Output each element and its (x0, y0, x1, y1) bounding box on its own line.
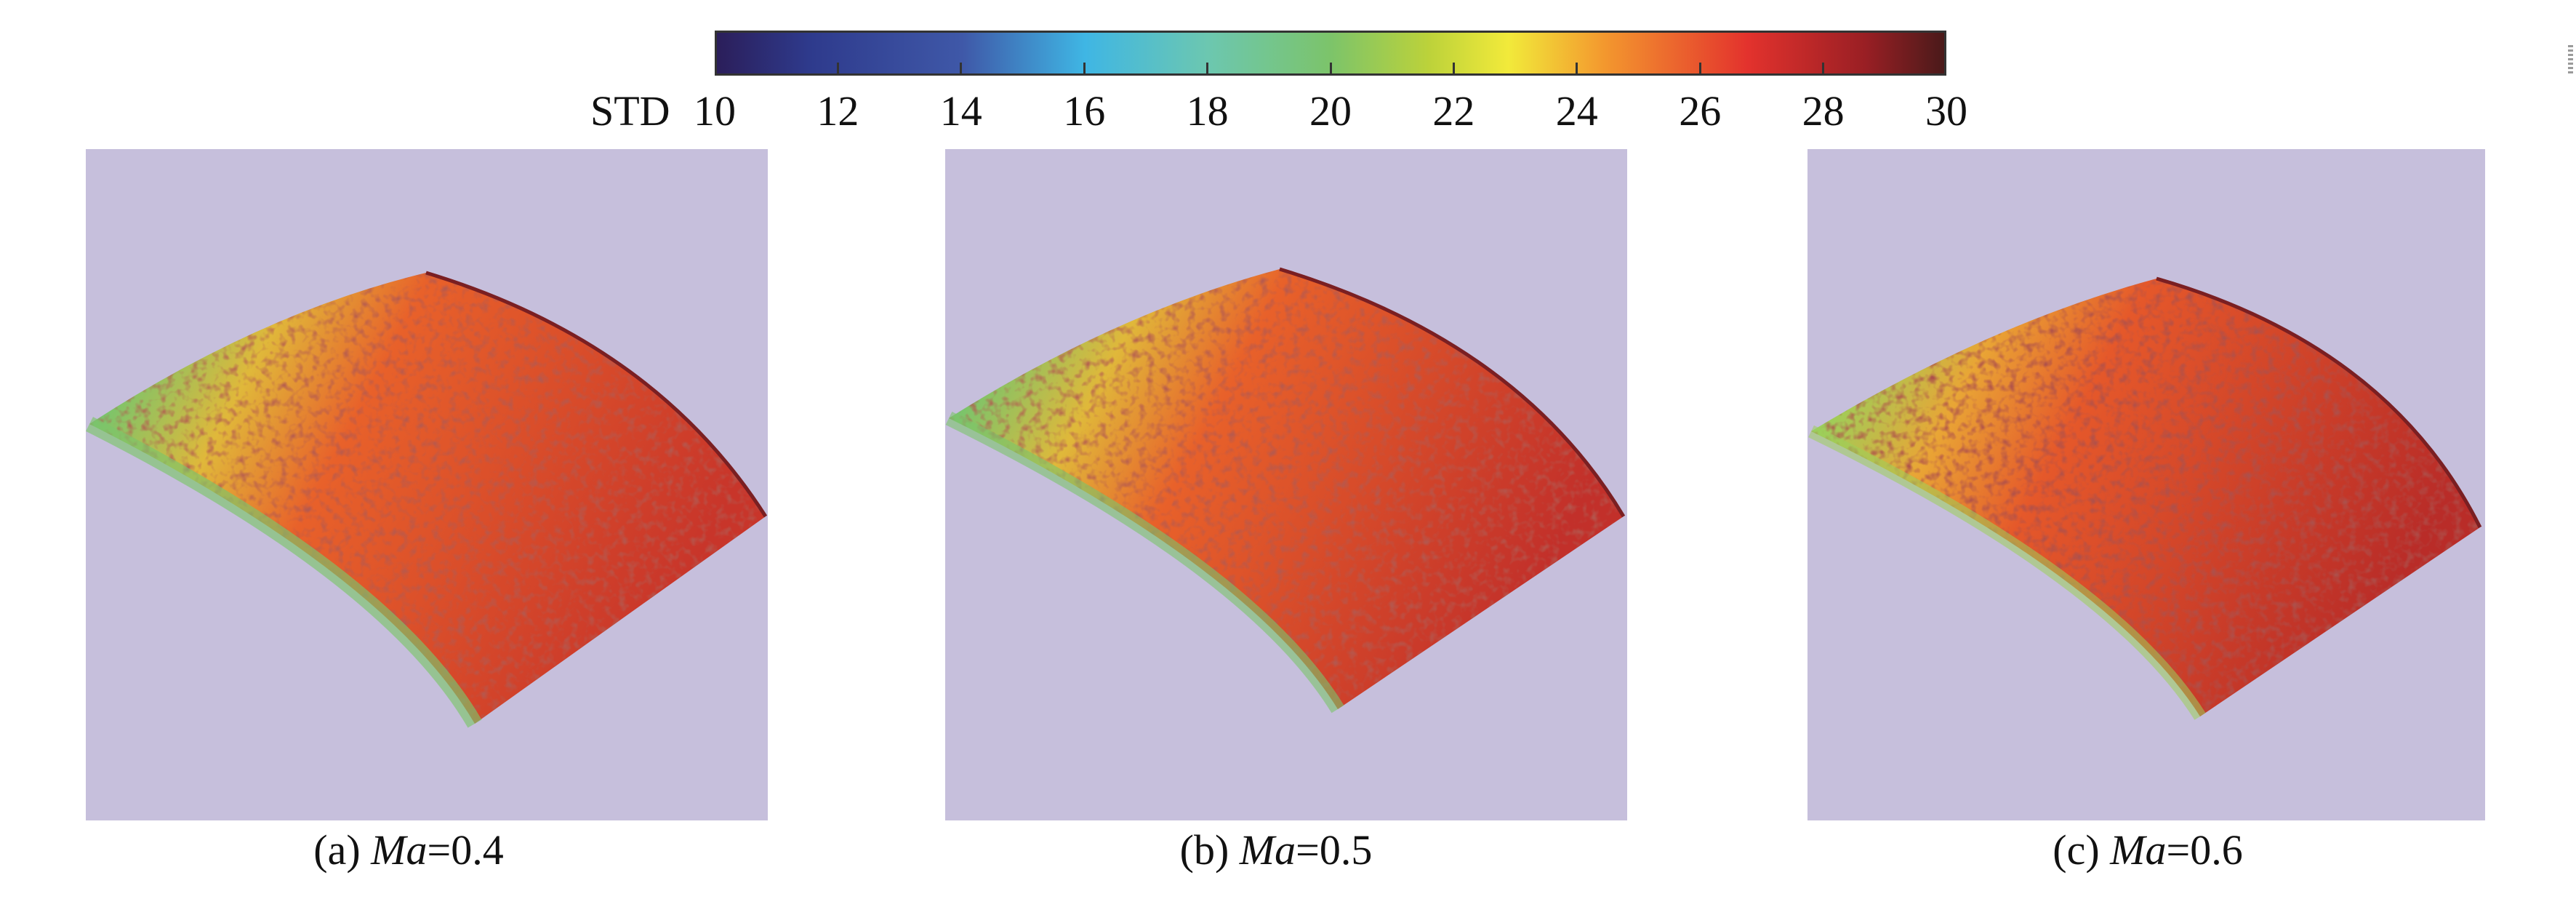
colorbar-tick-label: 20 (1309, 87, 1352, 135)
colorbar-title: STD (590, 87, 670, 135)
colorbar-tick-mark (836, 63, 839, 76)
caption-c: (c) Ma=0.6 (2053, 826, 2243, 874)
colorbar-tick-mark (1329, 63, 1332, 76)
caption-a: (a) Ma=0.4 (313, 826, 504, 874)
colorbar-tick-mark (1206, 63, 1209, 76)
panel-b (945, 149, 1627, 820)
colorbar-tick-mark (1452, 63, 1455, 76)
colorbar-tick-label: 24 (1555, 87, 1598, 135)
colorbar-tick-label: 10 (694, 87, 736, 135)
colorbar-tick-label: 16 (1063, 87, 1106, 135)
colorbar-tick-label: 30 (1925, 87, 1967, 135)
colorbar-tick-mark (1576, 63, 1578, 76)
colorbar-tick-label: 18 (1186, 87, 1229, 135)
colorbar-tick-label: 28 (1802, 87, 1845, 135)
panel-c-surface (1808, 276, 2482, 720)
edge-marker (2568, 45, 2573, 74)
panel-c (1807, 149, 2485, 820)
colorbar-tick-label: 22 (1432, 87, 1475, 135)
colorbar-tick-mark (960, 63, 963, 76)
colorbar-tick-label: 12 (816, 87, 859, 135)
colorbar-tick-mark (1822, 63, 1825, 76)
colorbar-tick-mark (1083, 63, 1086, 76)
panel-a-surface (86, 271, 768, 728)
colorbar-tick-mark (1698, 63, 1701, 76)
colorbar-tick-label: 26 (1679, 87, 1722, 135)
colorbar-tick-label: 14 (939, 87, 982, 135)
panel-b-surface (945, 267, 1626, 714)
panel-a (86, 149, 768, 820)
caption-b: (b) Ma=0.5 (1179, 826, 1373, 874)
